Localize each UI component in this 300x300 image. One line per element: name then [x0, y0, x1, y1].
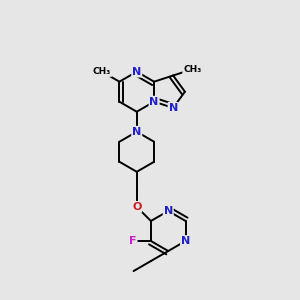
Text: N: N — [181, 236, 190, 246]
Text: N: N — [132, 67, 141, 77]
Text: O: O — [132, 202, 141, 212]
Text: F: F — [129, 236, 136, 246]
Text: CH₃: CH₃ — [183, 65, 201, 74]
Text: N: N — [169, 103, 178, 113]
Text: N: N — [149, 97, 159, 107]
Text: CH₃: CH₃ — [93, 67, 111, 76]
Text: N: N — [132, 127, 141, 137]
Text: N: N — [164, 206, 173, 216]
